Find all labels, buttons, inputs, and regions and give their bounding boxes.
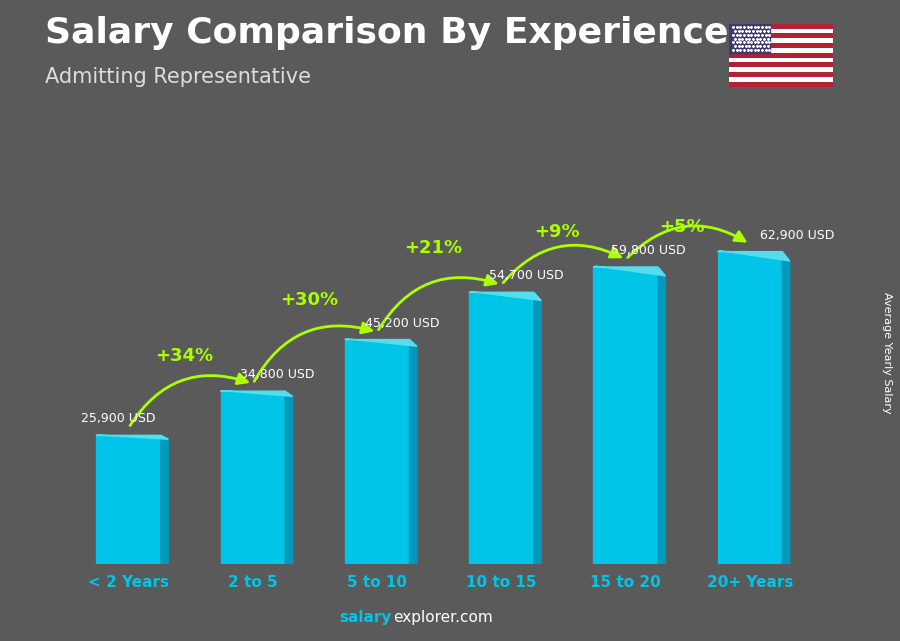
Text: +21%: +21%	[404, 238, 462, 256]
Bar	[345, 340, 410, 564]
Bar	[729, 24, 770, 53]
Polygon shape	[161, 435, 168, 564]
Polygon shape	[220, 390, 292, 396]
Polygon shape	[593, 266, 665, 276]
Text: +34%: +34%	[156, 347, 213, 365]
Polygon shape	[285, 391, 292, 564]
Bar	[729, 58, 832, 62]
Text: 62,900 USD: 62,900 USD	[760, 229, 834, 242]
Text: 25,900 USD: 25,900 USD	[81, 412, 156, 426]
Polygon shape	[469, 292, 541, 301]
Bar	[593, 267, 658, 564]
Text: explorer.com: explorer.com	[393, 610, 493, 625]
Text: 59,800 USD: 59,800 USD	[611, 244, 686, 257]
Text: +9%: +9%	[535, 223, 581, 241]
Bar	[729, 67, 832, 72]
Polygon shape	[534, 292, 541, 564]
Text: salary: salary	[339, 610, 392, 625]
Bar	[729, 33, 832, 38]
Polygon shape	[782, 252, 790, 564]
Text: +30%: +30%	[280, 291, 338, 309]
Text: Salary Comparison By Experience: Salary Comparison By Experience	[45, 16, 728, 50]
Text: 54,700 USD: 54,700 USD	[489, 269, 563, 283]
Bar	[729, 38, 832, 43]
Text: Average Yearly Salary: Average Yearly Salary	[881, 292, 892, 413]
Text: Admitting Representative: Admitting Representative	[45, 67, 311, 87]
Bar	[469, 292, 534, 564]
Bar	[729, 81, 832, 87]
Bar	[96, 435, 161, 564]
Bar	[729, 72, 832, 77]
Bar	[729, 53, 832, 58]
Text: +5%: +5%	[659, 218, 705, 236]
Polygon shape	[658, 267, 665, 564]
Bar	[729, 24, 832, 29]
Polygon shape	[410, 340, 417, 564]
Polygon shape	[96, 435, 168, 439]
Text: 34,800 USD: 34,800 USD	[240, 369, 315, 381]
Bar	[729, 48, 832, 53]
Bar	[220, 391, 285, 564]
Bar	[729, 62, 832, 67]
Polygon shape	[717, 251, 790, 261]
Bar	[729, 77, 832, 81]
Polygon shape	[345, 339, 417, 346]
Bar	[717, 252, 782, 564]
Bar	[729, 29, 832, 33]
Text: 45,200 USD: 45,200 USD	[364, 317, 439, 329]
Bar	[729, 43, 832, 48]
